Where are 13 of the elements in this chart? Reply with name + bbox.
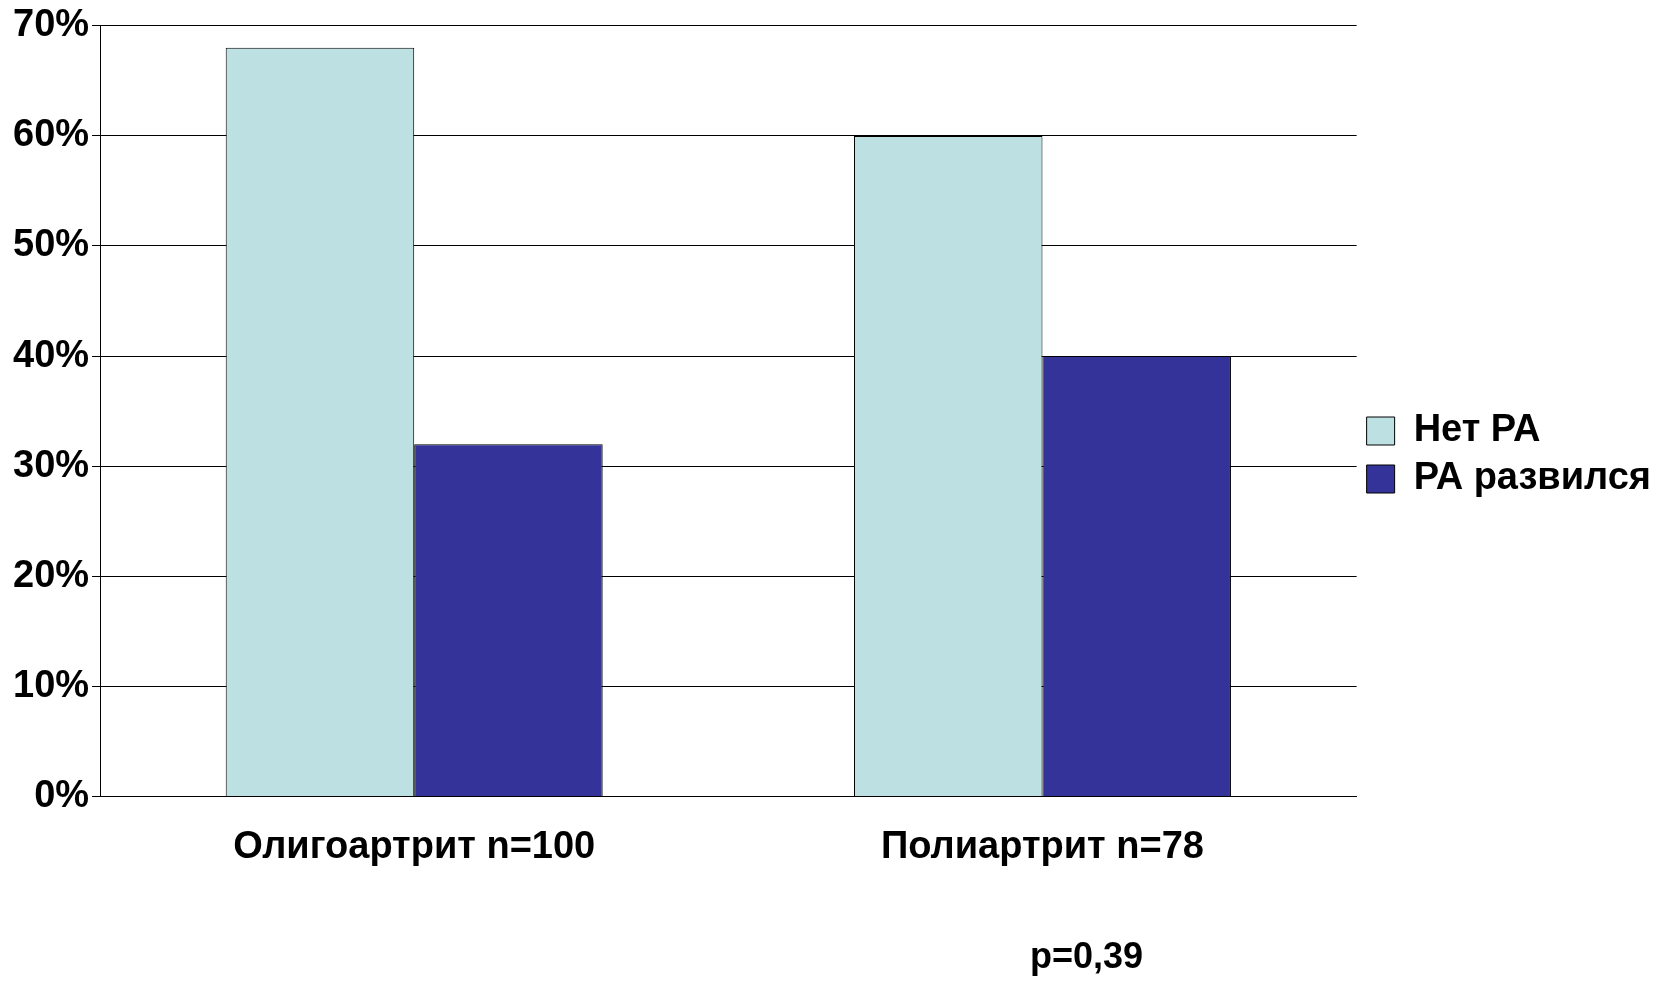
y-tick-label: 30% bbox=[12, 442, 90, 485]
legend-label: РА развился bbox=[1413, 455, 1651, 498]
y-tick-label: 10% bbox=[12, 662, 90, 705]
y-tick-label: 20% bbox=[12, 552, 90, 595]
legend-label: Нет РА bbox=[1413, 407, 1541, 450]
y-tick-label: 0% bbox=[34, 772, 90, 815]
text: p=0,39 bbox=[1030, 935, 1144, 977]
y-tick-label: 60% bbox=[12, 112, 90, 155]
x-tick-label: Полиартрит n=78 bbox=[881, 823, 1204, 866]
y-tick-label: 40% bbox=[12, 332, 90, 375]
x-tick-label: Олигоартрит n=100 bbox=[233, 823, 596, 866]
y-tick-label: 50% bbox=[12, 222, 90, 265]
y-tick-label: 70% bbox=[12, 2, 90, 45]
